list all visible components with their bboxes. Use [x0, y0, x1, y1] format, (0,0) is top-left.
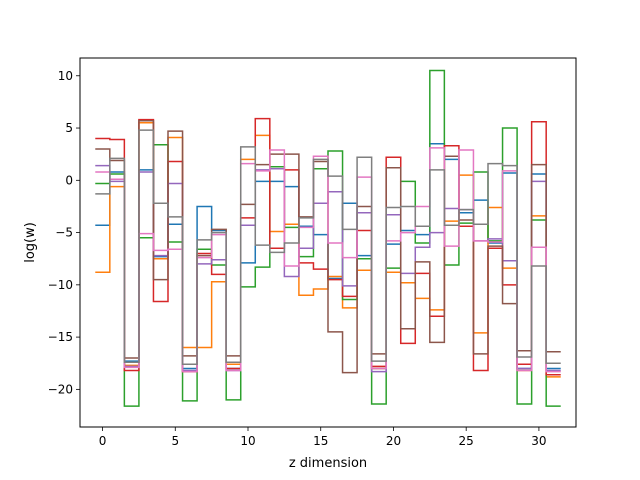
y-tick-label: 10 [58, 69, 73, 83]
x-tick-label: 20 [386, 434, 401, 448]
series-8-line [95, 129, 561, 366]
x-tick-label: 30 [531, 434, 546, 448]
x-tick-label: 25 [459, 434, 474, 448]
series-layer [95, 69, 561, 407]
series-6-line [95, 119, 561, 374]
y-tick-label: −10 [48, 278, 73, 292]
y-tick-label: 0 [65, 173, 73, 187]
y-axis-label: log(w) [23, 222, 38, 263]
x-tick-label: 15 [313, 434, 328, 448]
x-tick-label: 10 [240, 434, 255, 448]
y-tick-label: −20 [48, 382, 73, 396]
y-axis-ticks: 10 5 0 −5 −10 −15 −20 [48, 69, 80, 396]
y-tick-label: −15 [48, 330, 73, 344]
y-tick-label: 5 [65, 121, 73, 135]
y-tick-label: −5 [55, 226, 73, 240]
x-axis-label: z dimension [289, 456, 367, 471]
x-tick-label: 0 [99, 434, 107, 448]
plot-frame [79, 57, 577, 428]
x-axis-ticks: 0 5 10 15 20 25 30 [99, 427, 547, 448]
x-tick-label: 5 [171, 434, 179, 448]
series-7-line [95, 147, 561, 373]
